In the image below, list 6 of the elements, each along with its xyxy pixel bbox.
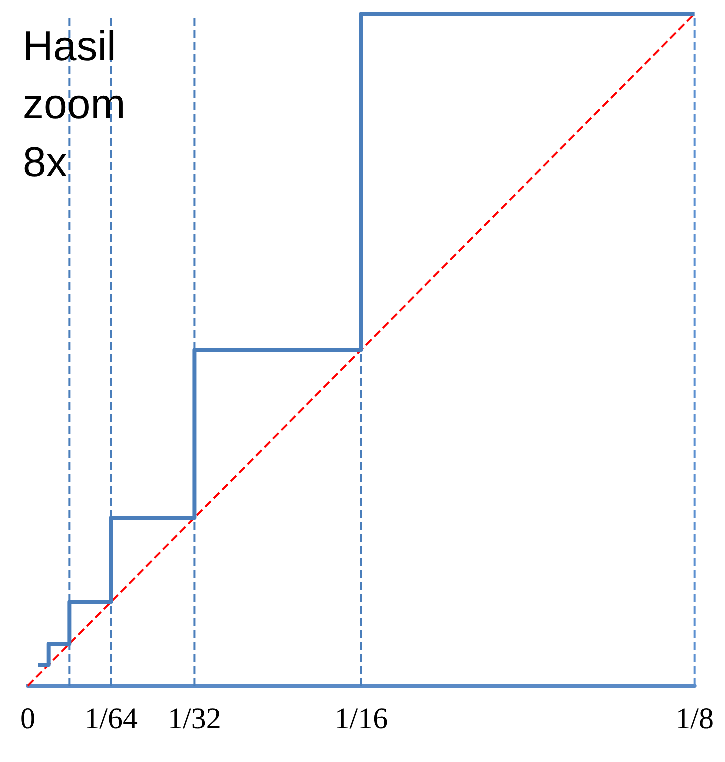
x-tick-label: 1/16: [334, 702, 388, 736]
x-tick-label: 0: [20, 702, 36, 736]
x-tick-label: 1/64: [84, 702, 138, 736]
x-tick-label: 1/32: [168, 702, 222, 736]
x-tick-label: 1/8: [676, 702, 714, 736]
text: Hasil zoom 8x: [23, 22, 138, 186]
